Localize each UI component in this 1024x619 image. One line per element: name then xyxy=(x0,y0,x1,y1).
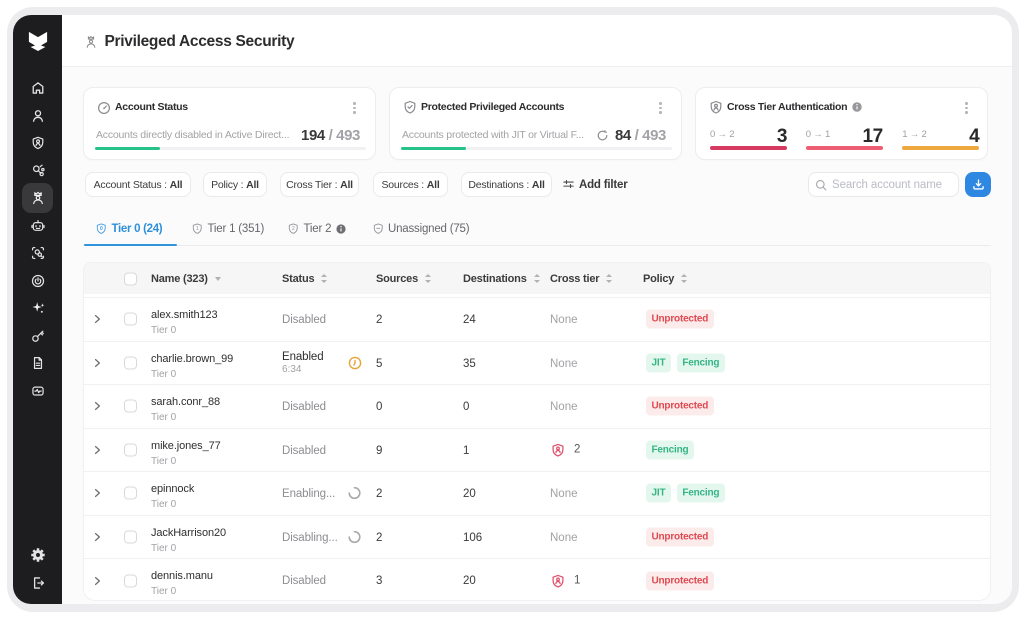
svg-text:0: 0 xyxy=(100,227,103,233)
svg-text:1: 1 xyxy=(196,227,199,233)
svg-text:2: 2 xyxy=(292,227,295,233)
